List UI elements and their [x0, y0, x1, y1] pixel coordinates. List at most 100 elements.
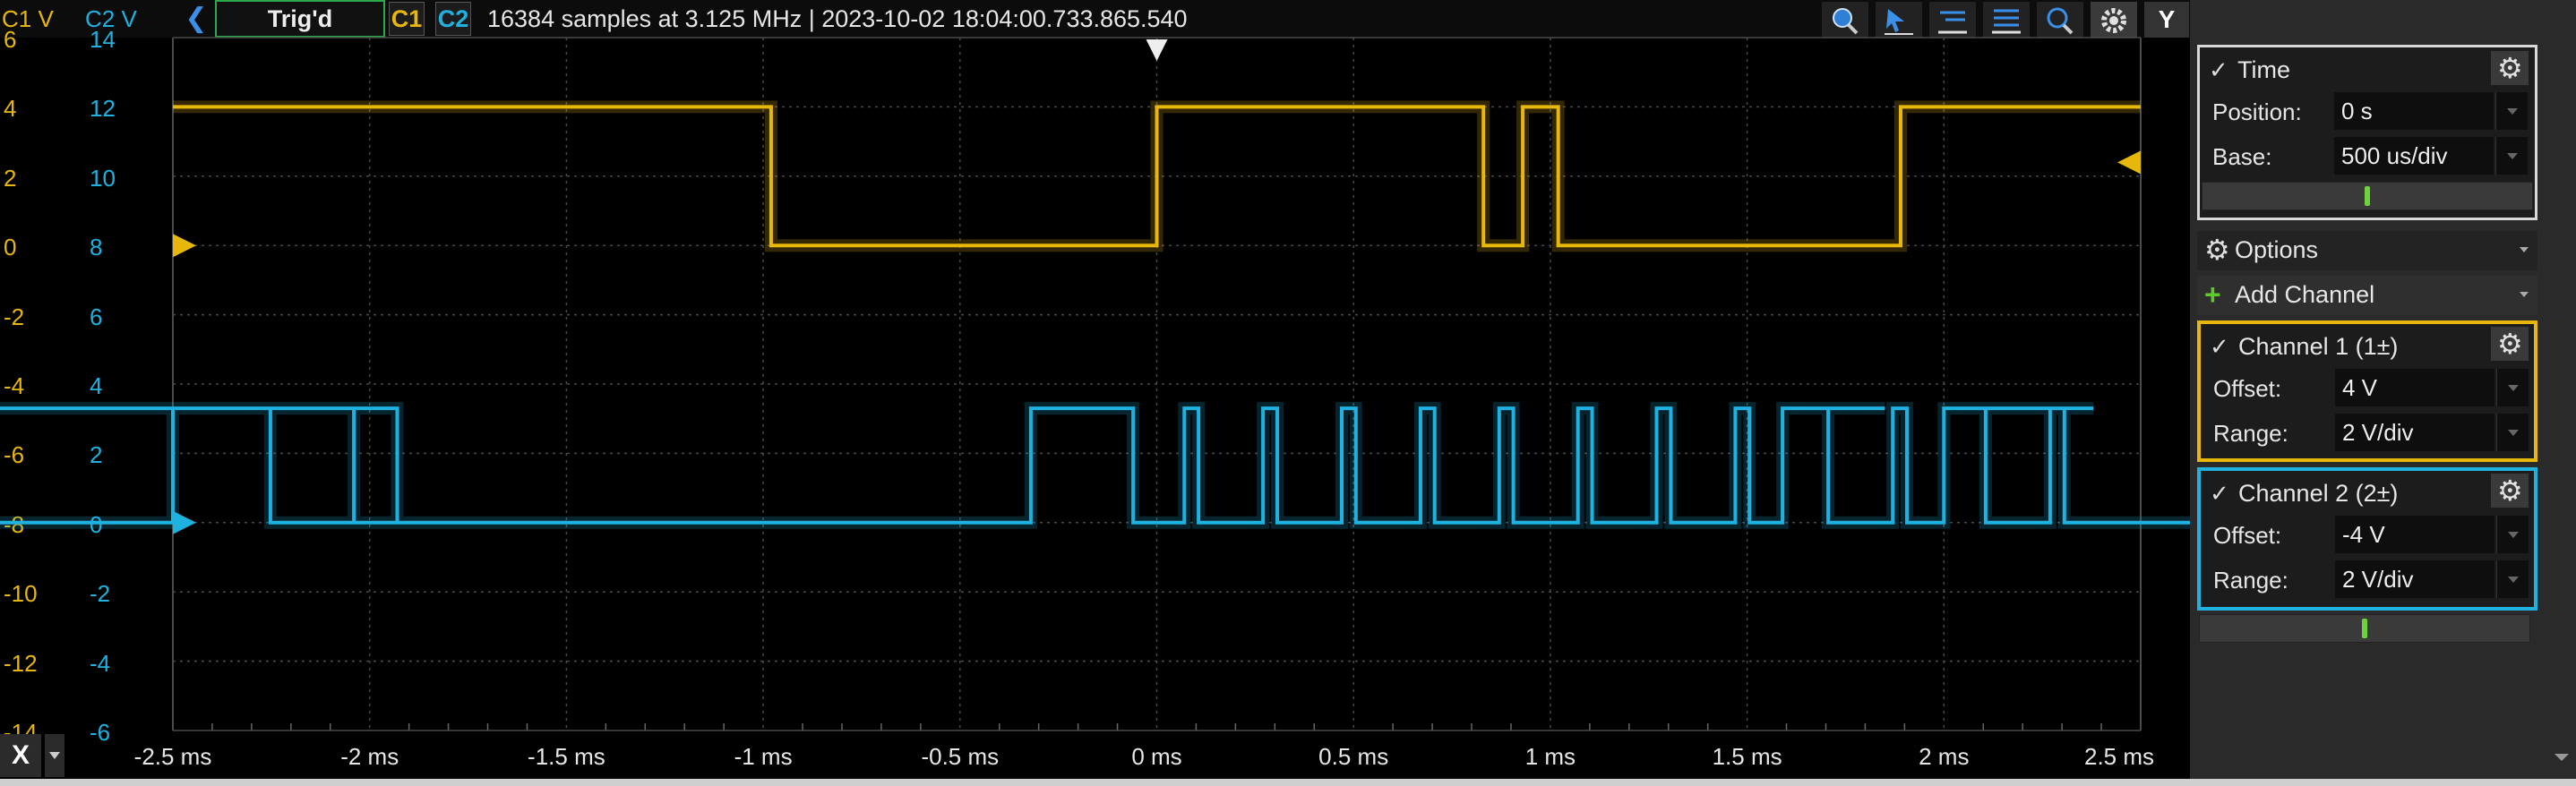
c2-y-tick-label: -4 [90, 649, 111, 677]
c1-y-tick-label: -12 [4, 649, 38, 677]
cursor-pointer-icon[interactable] [1876, 2, 1922, 38]
c2-waveform-glow [0, 402, 2190, 529]
c1-y-tick-label: 0 [4, 234, 17, 261]
c2-y-tick-label: 14 [90, 26, 116, 53]
channel2-checkbox[interactable]: ✓ [2210, 480, 2229, 507]
channel2-range-input[interactable]: 2 V/div [2335, 560, 2494, 598]
channel2-toggle-button[interactable]: C2 [435, 2, 471, 36]
time-checkbox[interactable]: ✓ [2209, 56, 2228, 83]
channel1-offset-input[interactable]: 4 V [2335, 369, 2494, 406]
position-label: Position: [2212, 98, 2302, 125]
acquisition-info: 16384 samples at 3.125 MHz | 2023-10-02 … [487, 5, 1188, 32]
channel2-offset-input[interactable]: -4 V [2335, 516, 2494, 553]
channel2-range-dropdown[interactable] [2496, 560, 2529, 598]
channel1-gear-icon[interactable]: ⚙ [2491, 327, 2529, 361]
channel2-card: ✓ Channel 2 (2±) ⚙ Offset: -4 V Range: 2… [2197, 467, 2537, 611]
options-chevron-down-icon [2520, 247, 2529, 252]
time-collapse-handle[interactable] [2202, 182, 2533, 210]
trigger-position-marker [1146, 39, 1168, 61]
channel-collapse-handle[interactable] [2199, 614, 2530, 643]
add-channel-label: Add Channel [2235, 281, 2375, 308]
c2-y-tick-label: -2 [90, 580, 111, 608]
base-input[interactable]: 500 us/div [2334, 137, 2494, 175]
x-tick-label: 0 ms [1131, 743, 1182, 770]
x-tick-label: 1.5 ms [1712, 743, 1782, 770]
scope-display: ❮ Trig'd C1 C2 16384 samples at 3.125 MH… [0, 0, 2190, 786]
add-channel-chevron-down-icon [2520, 292, 2529, 297]
zoom-magnifier-icon[interactable] [1822, 2, 1868, 38]
waveform-plot[interactable] [0, 0, 2190, 786]
options-row[interactable]: ⚙ Options [2197, 231, 2537, 270]
c2-y-tick-label: 6 [90, 303, 103, 330]
channel1-range-label: Range: [2213, 420, 2288, 447]
add-channel-row[interactable]: + Add Channel [2197, 276, 2537, 315]
y-axis-button[interactable]: Y [2144, 2, 2189, 38]
c2-y-tick-label: 8 [90, 234, 103, 261]
time-title: Time [2237, 56, 2290, 83]
options-label: Options [2235, 236, 2319, 263]
c1-y-tick-label: -2 [4, 303, 25, 330]
x-axis-button[interactable]: X [0, 734, 41, 777]
x-tick-label: 2.5 ms [2083, 743, 2155, 770]
channel1-checkbox[interactable]: ✓ [2210, 333, 2229, 360]
base-label: Base: [2212, 143, 2272, 170]
x-tick-label: -0.5 ms [921, 743, 1000, 770]
settings-panel: ✓ Time ⚙ Position: 0 s Base: 500 us/div … [2190, 0, 2576, 786]
channel1-range-dropdown[interactable] [2496, 414, 2529, 451]
c1-y-tick-label: -4 [4, 372, 25, 399]
x-tick-label: 0.5 ms [1318, 743, 1389, 770]
x-tick-label: 1 ms [1524, 743, 1576, 770]
c2-axis-header: C2 V [85, 5, 137, 32]
trigger-status-button[interactable]: Trig'd [215, 0, 385, 38]
x-tick-label: -2.5 ms [133, 743, 212, 770]
c1-offset-marker [173, 234, 196, 258]
time-gear-icon[interactable]: ⚙ [2491, 51, 2529, 85]
horizontal-scrollbar[interactable] [0, 779, 2576, 786]
channel1-offset-label: Offset: [2213, 375, 2282, 402]
channel1-title: Channel 1 (1±) [2238, 333, 2399, 360]
back-arrow-icon[interactable]: ❮ [185, 4, 208, 33]
c2-y-tick-label: 12 [90, 95, 116, 123]
channel2-offset-dropdown[interactable] [2496, 516, 2529, 553]
c2-y-tick-label: -6 [90, 719, 111, 746]
channel2-range-label: Range: [2213, 567, 2288, 594]
c2-offset-marker [173, 510, 196, 534]
x-tick-label: -1.5 ms [528, 743, 605, 770]
channel2-gear-icon[interactable]: ⚙ [2491, 474, 2529, 508]
time-card: ✓ Time ⚙ Position: 0 s Base: 500 us/div [2197, 45, 2537, 220]
x-axis-dropdown[interactable] [45, 734, 64, 777]
c2-y-tick-label: 10 [90, 164, 116, 192]
c1-y-tick-label: -10 [4, 580, 38, 608]
align-bottom-icon[interactable] [1929, 2, 1976, 38]
gear-icon[interactable] [2091, 2, 2137, 38]
x-tick-label: -2 ms [340, 743, 399, 770]
c1-y-tick-label: 4 [4, 95, 17, 123]
channel1-toggle-button[interactable]: C1 [389, 2, 425, 36]
channel2-offset-label: Offset: [2213, 522, 2282, 549]
plus-icon: + [2204, 278, 2221, 311]
search-icon[interactable] [2037, 2, 2083, 38]
panel-scrollbar[interactable] [2547, 0, 2576, 779]
channel2-title: Channel 2 (2±) [2238, 480, 2399, 507]
channel1-range-input[interactable]: 2 V/div [2335, 414, 2494, 451]
c2-y-tick-label: 4 [90, 372, 103, 399]
x-tick-label: 2 ms [1919, 743, 1970, 770]
position-input[interactable]: 0 s [2334, 92, 2494, 130]
base-dropdown[interactable] [2495, 137, 2528, 175]
x-tick-label: -1 ms [734, 743, 793, 770]
channel1-offset-dropdown[interactable] [2496, 369, 2529, 406]
align-lines-icon[interactable] [1983, 2, 2030, 38]
c1-waveform [173, 105, 2141, 248]
position-dropdown[interactable] [2495, 92, 2528, 130]
c1-y-tick-label: 6 [4, 26, 17, 53]
c1-y-tick-label: -6 [4, 441, 25, 469]
c2-y-tick-label: 2 [90, 441, 103, 469]
c1-y-tick-label: 2 [4, 164, 17, 192]
c1-axis-header: C1 V [2, 5, 54, 32]
c2-waveform [0, 406, 2190, 525]
options-gear-icon: ⚙ [2204, 234, 2230, 266]
trigger-level-marker [2117, 150, 2141, 175]
channel1-card: ✓ Channel 1 (1±) ⚙ Offset: 4 V Range: 2 … [2197, 320, 2537, 462]
scroll-down-arrow-icon[interactable] [2551, 748, 2572, 766]
top-toolbar: ❮ Trig'd C1 C2 16384 samples at 3.125 MH… [0, 0, 2190, 38]
